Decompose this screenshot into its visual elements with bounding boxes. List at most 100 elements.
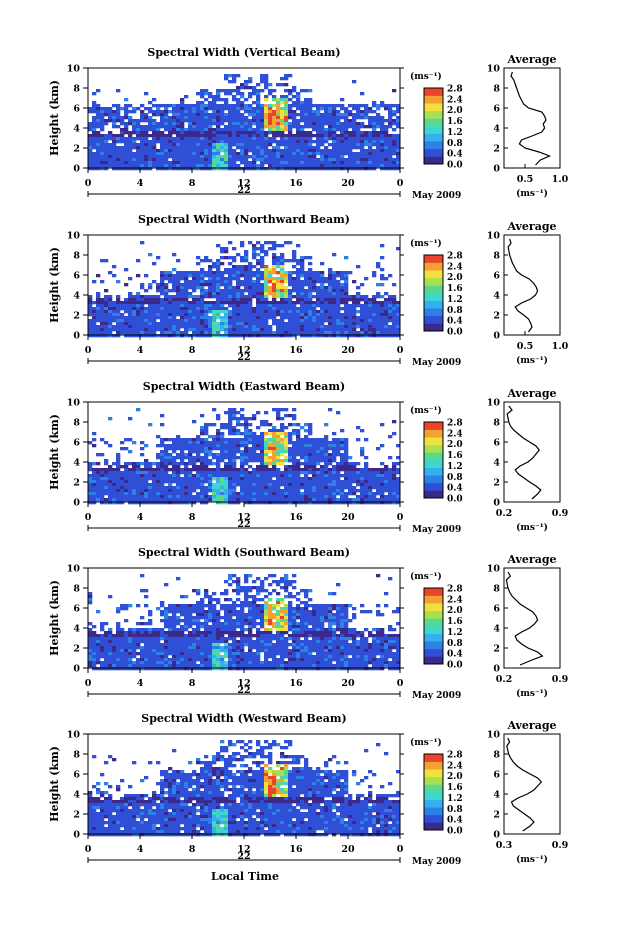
- x-tick-label: 16: [289, 678, 303, 689]
- y-tick-label: 8: [73, 750, 80, 761]
- colorbar-swatch: [424, 285, 443, 294]
- x-tick-label: 16: [289, 844, 303, 855]
- profile-y-tick-label: 0: [493, 164, 500, 175]
- profile-y-tick-label: 4: [493, 458, 500, 469]
- colorbar-tick-label: 1.6: [447, 451, 463, 461]
- profile-x-label: (ms⁻¹): [516, 522, 548, 533]
- profile-title: Average: [506, 220, 556, 233]
- colorbar-tick-label: 0.8: [447, 306, 463, 316]
- colorbar-swatch: [424, 255, 443, 263]
- x-tick-label: 12: [237, 844, 250, 855]
- colorbar-frame: [423, 87, 444, 165]
- panel-title: Spectral Width (Eastward Beam): [143, 380, 345, 393]
- x-tick-label: 0: [85, 512, 92, 523]
- y-tick-label: 10: [67, 64, 81, 75]
- x-tick-label: 12: [237, 345, 250, 356]
- colorbar-tick-label: 2.0: [447, 772, 463, 782]
- x-tick-label: 0: [85, 678, 92, 689]
- date-tick-label: 22: [237, 519, 250, 530]
- date-tick-label: 22: [237, 685, 250, 696]
- colorbar-tick-label: 0.8: [447, 473, 463, 483]
- date-tick-label: 22: [237, 185, 250, 196]
- profile-y-tick-label: 0: [493, 331, 500, 342]
- y-tick-label: 8: [73, 584, 80, 595]
- x-tick-label: 0: [397, 678, 404, 689]
- colorbar-swatch: [424, 88, 443, 96]
- panel-1: Spectral Width (Vertical Beam) Height (km…: [48, 46, 569, 201]
- x-tick-label: 4: [137, 178, 144, 189]
- x-tick-label: 20: [341, 178, 355, 189]
- y-tick-label: 4: [73, 124, 80, 135]
- profile-title: Average: [506, 719, 556, 732]
- y-tick-label: 0: [73, 331, 80, 342]
- profile-y-tick-label: 8: [493, 418, 500, 429]
- profile-frame: [503, 234, 561, 336]
- y-tick-label: 2: [73, 478, 80, 489]
- profile-y-tick-label: 6: [493, 271, 500, 282]
- colorbar-unit: (ms⁻¹): [410, 71, 442, 82]
- profile-y-tick-label: 4: [493, 790, 500, 801]
- date-tick-label: 22: [237, 851, 250, 862]
- y-tick-label: 6: [73, 271, 80, 282]
- x-tick-label: 20: [341, 844, 355, 855]
- y-tick-label: 8: [73, 418, 80, 429]
- profile-y-tick-label: 10: [487, 730, 501, 741]
- colorbar-swatch: [424, 156, 443, 165]
- profile-y-tick-label: 10: [487, 564, 501, 575]
- colorbar-tick-label: 0.0: [447, 328, 463, 338]
- date-tick-label: 22: [237, 352, 250, 363]
- y-axis-label: Height (km): [48, 80, 61, 156]
- x-tick-label: 8: [189, 678, 196, 689]
- y-tick-label: 6: [73, 604, 80, 615]
- profile-x-tick-label: 1.0: [552, 174, 569, 185]
- colorbar-swatch: [424, 603, 443, 612]
- x-tick-label: 8: [189, 844, 196, 855]
- x-tick-label: 4: [137, 345, 144, 356]
- colorbar: 2.82.42.01.61.20.80.40.0: [423, 419, 463, 505]
- profile-line: [506, 737, 543, 832]
- date-label: May 2009: [412, 691, 461, 701]
- colorbar-tick-label: 0.0: [447, 495, 463, 505]
- profile-line: [510, 71, 552, 166]
- profile-frame: [503, 567, 561, 669]
- profile-line: [505, 571, 544, 666]
- x-tick-label: 12: [237, 512, 250, 523]
- colorbar-tick-label: 2.8: [447, 419, 463, 429]
- colorbar-swatch: [424, 126, 443, 134]
- panel-5: Spectral Width (Westward Beam) Height (km…: [48, 712, 569, 867]
- y-axis-label: Height (km): [48, 746, 61, 822]
- x-tick-label: 20: [341, 512, 355, 523]
- y-tick-label: 2: [73, 311, 80, 322]
- x-tick-label: 0: [85, 178, 92, 189]
- profile-x-tick-label: 0.9: [552, 508, 569, 519]
- profile-x-label: (ms⁻¹): [516, 355, 548, 366]
- x-tick-label: 4: [137, 512, 144, 523]
- colorbar-tick-label: 0.4: [447, 150, 463, 160]
- colorbar-swatch: [424, 141, 443, 150]
- panel-3: Spectral Width (Eastward Beam) Height (km…: [48, 380, 569, 535]
- date-label: May 2009: [412, 191, 461, 201]
- heatmap-cells: [88, 574, 401, 671]
- colorbar-unit: (ms⁻¹): [410, 571, 442, 582]
- colorbar-swatch: [424, 807, 443, 816]
- colorbar-swatch: [424, 110, 443, 119]
- colorbar-swatch: [424, 437, 443, 446]
- profile-x-label: (ms⁻¹): [516, 688, 548, 699]
- y-axis-label: Height (km): [48, 580, 61, 656]
- colorbar-swatch: [424, 444, 443, 453]
- colorbar-swatch: [424, 784, 443, 793]
- colorbar-tick-label: 1.6: [447, 284, 463, 294]
- x-tick-label: 20: [341, 345, 355, 356]
- colorbar: 2.82.42.01.61.20.80.40.0: [423, 85, 463, 171]
- colorbar-tick-label: 1.2: [447, 128, 463, 138]
- colorbar-tick-label: 2.4: [447, 429, 463, 439]
- profile-y-tick-label: 8: [493, 251, 500, 262]
- colorbar-swatch: [424, 467, 443, 476]
- x-tick-label: 12: [237, 178, 250, 189]
- colorbar-unit: (ms⁻¹): [410, 238, 442, 249]
- y-tick-label: 10: [67, 730, 81, 741]
- average-profile: Average 0 2 4 6 8 10 0.2 0.9 (ms⁻¹): [487, 553, 569, 699]
- colorbar-tick-label: 1.2: [447, 628, 463, 638]
- profile-y-tick-label: 0: [493, 830, 500, 841]
